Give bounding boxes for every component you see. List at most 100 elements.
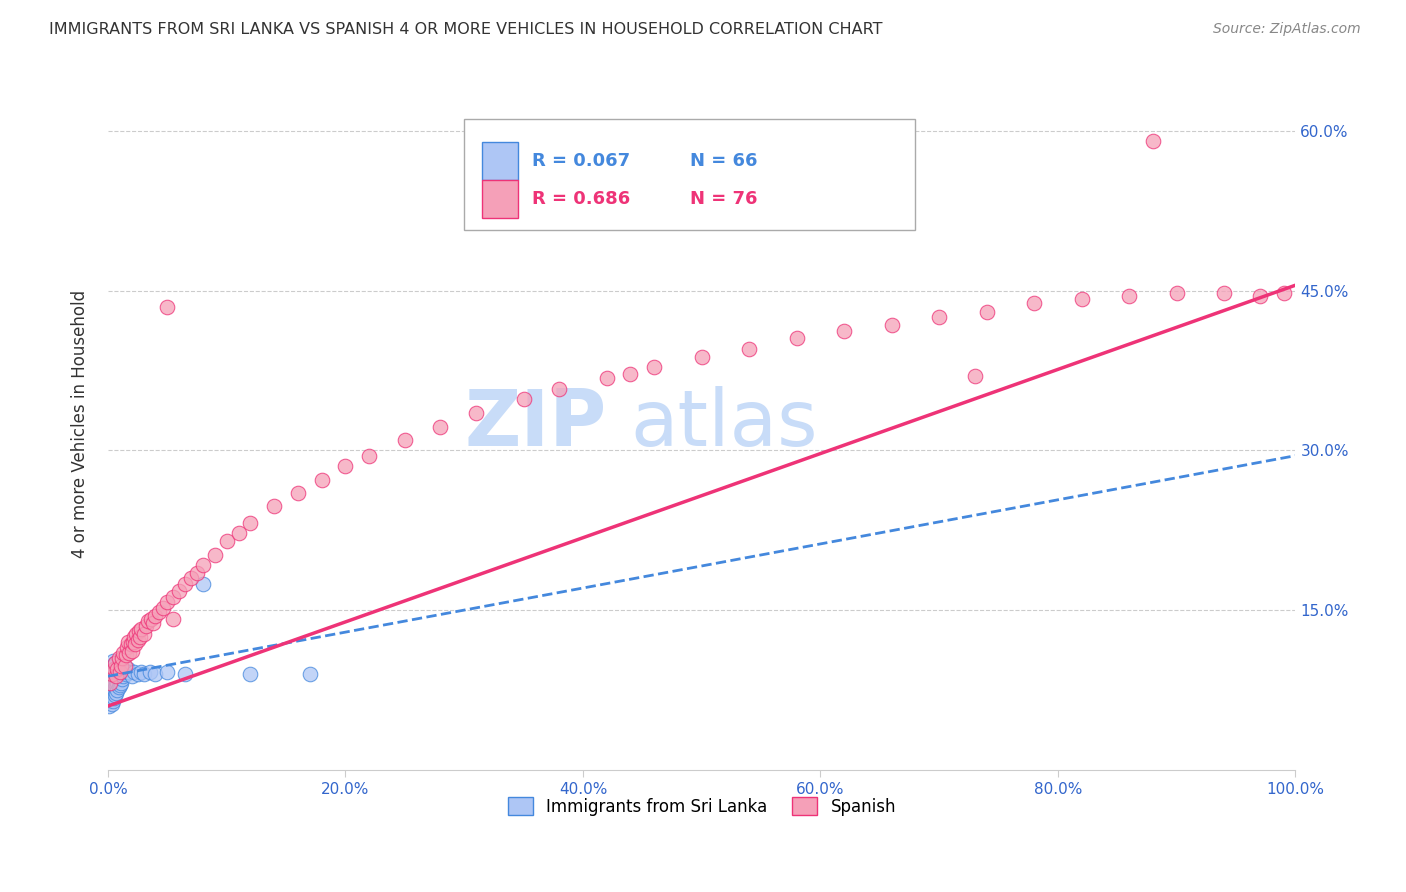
Point bbox=[105, 661, 128, 675]
Point bbox=[107, 673, 129, 687]
Text: IMMIGRANTS FROM SRI LANKA VS SPANISH 4 OR MORE VEHICLES IN HOUSEHOLD CORRELATION: IMMIGRANTS FROM SRI LANKA VS SPANISH 4 O… bbox=[49, 22, 883, 37]
Point bbox=[512, 392, 534, 407]
Point bbox=[142, 615, 165, 630]
Point bbox=[108, 678, 131, 692]
Text: N = 66: N = 66 bbox=[690, 153, 758, 170]
Point bbox=[98, 662, 121, 676]
Point bbox=[1070, 292, 1092, 306]
Point bbox=[215, 533, 238, 548]
Point bbox=[204, 548, 226, 562]
Point bbox=[690, 350, 713, 364]
Point bbox=[108, 662, 131, 676]
Point bbox=[100, 658, 122, 673]
Point bbox=[107, 665, 129, 679]
Point bbox=[103, 667, 125, 681]
Point bbox=[928, 310, 950, 325]
Point bbox=[335, 459, 357, 474]
Point bbox=[156, 665, 179, 679]
Point bbox=[1213, 285, 1236, 300]
Point bbox=[152, 601, 174, 615]
Point bbox=[107, 651, 129, 665]
Point bbox=[107, 683, 129, 698]
Point bbox=[138, 665, 160, 679]
Point bbox=[120, 637, 142, 651]
Point bbox=[786, 331, 808, 345]
Point bbox=[465, 406, 488, 420]
Point bbox=[880, 318, 903, 332]
Point bbox=[167, 584, 190, 599]
Point bbox=[139, 612, 162, 626]
Point bbox=[114, 667, 136, 681]
Point bbox=[115, 665, 138, 679]
Point bbox=[101, 654, 124, 668]
Point bbox=[110, 667, 132, 681]
Point bbox=[107, 680, 129, 694]
Point bbox=[122, 630, 145, 644]
Point bbox=[111, 665, 134, 679]
Point bbox=[105, 669, 128, 683]
Point bbox=[112, 646, 135, 660]
Point bbox=[239, 516, 262, 530]
Point bbox=[429, 420, 451, 434]
Point bbox=[156, 300, 179, 314]
Point bbox=[108, 665, 131, 679]
Point bbox=[148, 605, 170, 619]
Point bbox=[132, 667, 155, 681]
Point bbox=[100, 675, 122, 690]
Bar bbox=[482, 179, 517, 218]
Point bbox=[129, 665, 152, 679]
Point bbox=[1142, 134, 1164, 148]
Point bbox=[103, 658, 125, 673]
Point bbox=[105, 686, 128, 700]
Point bbox=[129, 623, 152, 637]
Point bbox=[548, 382, 571, 396]
Point bbox=[239, 667, 262, 681]
Point bbox=[110, 675, 132, 690]
Point bbox=[100, 667, 122, 681]
Point bbox=[111, 673, 134, 687]
Text: N = 76: N = 76 bbox=[690, 190, 758, 208]
Point bbox=[100, 690, 122, 705]
Point bbox=[1272, 285, 1295, 300]
Point bbox=[118, 646, 141, 660]
Point bbox=[1024, 296, 1046, 310]
Point bbox=[832, 324, 855, 338]
Point bbox=[129, 630, 152, 644]
Point bbox=[738, 342, 761, 356]
Text: R = 0.686: R = 0.686 bbox=[531, 190, 630, 208]
Point bbox=[101, 678, 124, 692]
Point bbox=[145, 667, 167, 681]
Point bbox=[108, 669, 131, 683]
Point bbox=[103, 683, 125, 698]
Point bbox=[162, 612, 184, 626]
Point bbox=[107, 675, 129, 690]
Point bbox=[298, 667, 321, 681]
Text: atlas: atlas bbox=[630, 385, 818, 462]
Point bbox=[619, 367, 641, 381]
Point bbox=[100, 683, 122, 698]
Point bbox=[311, 473, 333, 487]
Point bbox=[104, 689, 127, 703]
Point bbox=[110, 658, 132, 673]
Point bbox=[174, 667, 197, 681]
Point bbox=[104, 657, 127, 671]
Point bbox=[128, 624, 150, 639]
Point bbox=[135, 619, 157, 633]
Point bbox=[287, 486, 309, 500]
Point bbox=[191, 558, 214, 573]
Point bbox=[98, 669, 121, 683]
Point bbox=[394, 433, 416, 447]
Point bbox=[125, 626, 148, 640]
Point bbox=[643, 360, 665, 375]
Point bbox=[114, 665, 136, 679]
Point bbox=[122, 665, 145, 679]
Point bbox=[101, 669, 124, 683]
Point bbox=[162, 591, 184, 605]
Point bbox=[111, 651, 134, 665]
Y-axis label: 4 or more Vehicles in Household: 4 or more Vehicles in Household bbox=[72, 290, 89, 558]
Point bbox=[98, 667, 121, 681]
Point bbox=[98, 694, 121, 708]
Point bbox=[98, 675, 121, 690]
Point bbox=[98, 686, 121, 700]
Point bbox=[104, 657, 127, 671]
